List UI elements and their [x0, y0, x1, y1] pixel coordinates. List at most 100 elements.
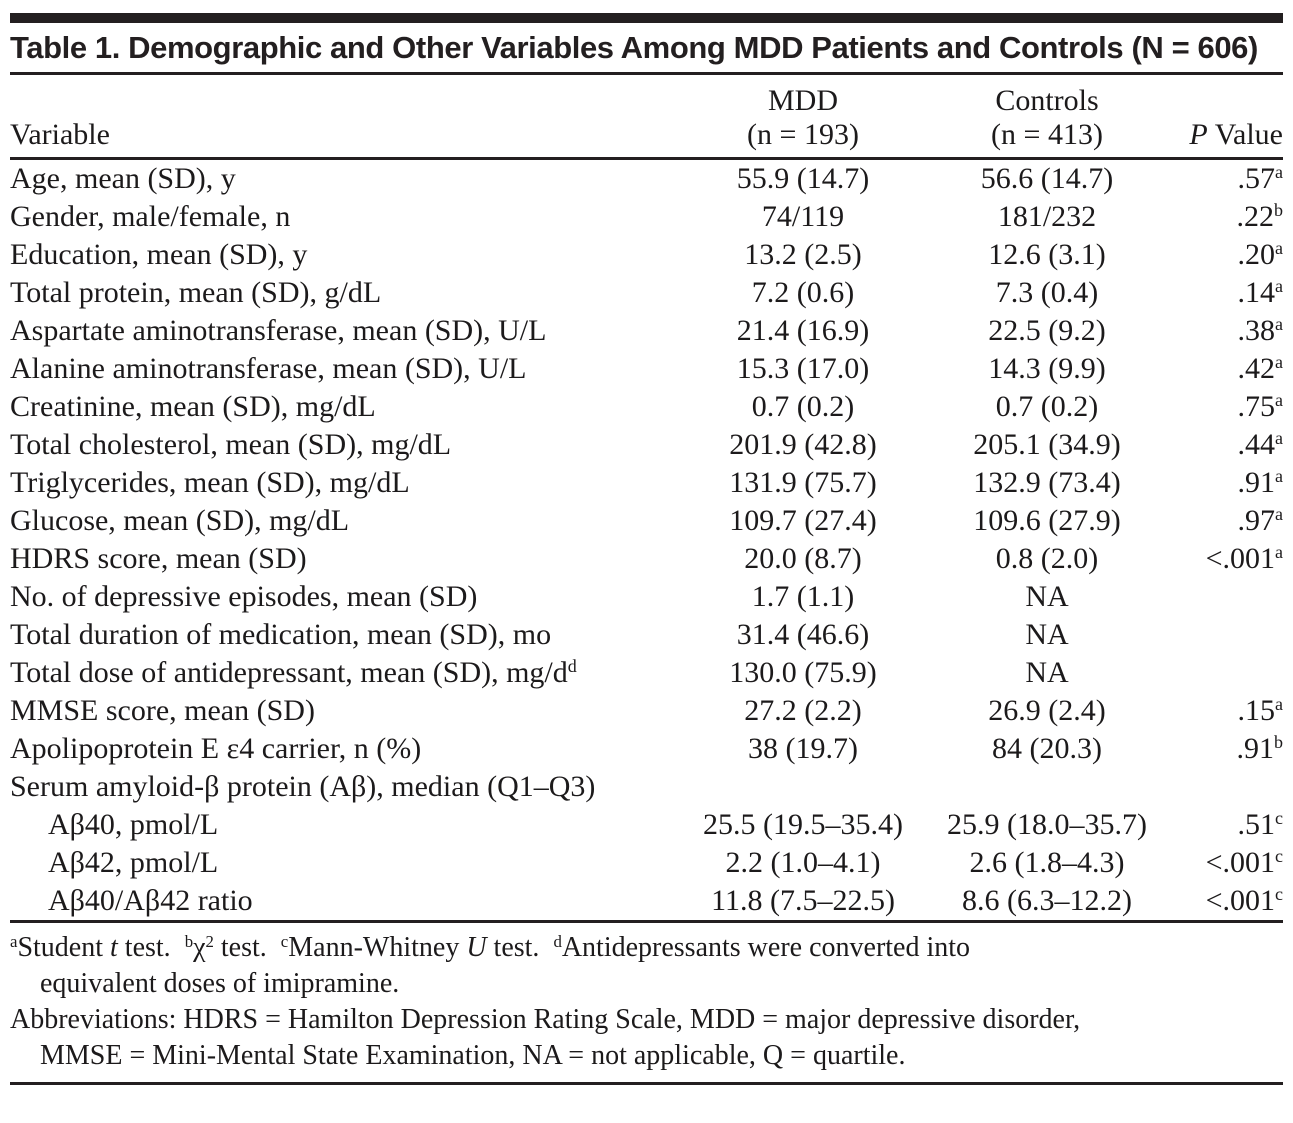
- row-p-value: .14a: [1237, 276, 1284, 309]
- table-row: Apolipoprotein E ε4 carrier, n (%) 38 (1…: [10, 730, 1283, 768]
- row-controls-value: 205.1 (34.9): [973, 428, 1121, 461]
- row-mdd-value: 20.0 (8.7): [744, 542, 862, 575]
- row-variable-label: Creatinine, mean (SD), mg/dL: [10, 390, 376, 423]
- header-row: Variable MDD (n = 193) Controls (n = 413…: [10, 75, 1283, 160]
- table-row: Creatinine, mean (SD), mg/dL 0.7 (0.2) 0…: [10, 388, 1283, 426]
- row-controls-value: 22.5 (9.2): [988, 314, 1106, 347]
- row-p-value: .91a: [1237, 466, 1284, 499]
- row-variable-label: Total duration of medication, mean (SD),…: [10, 618, 552, 651]
- row-mdd-value: 1.7 (1.1): [751, 580, 855, 613]
- row-p-value: .44a: [1237, 428, 1284, 461]
- row-p-value: .91b: [1236, 732, 1284, 765]
- row-mdd-value: 15.3 (17.0): [736, 352, 870, 385]
- row-p-value: [1156, 578, 1283, 616]
- row-controls-value: 2.6 (1.8–4.3): [969, 846, 1125, 879]
- title-divider-rule: [10, 72, 1283, 75]
- row-p-value: <.001a: [1205, 542, 1283, 575]
- table-row: Triglycerides, mean (SD), mg/dL 131.9 (7…: [10, 464, 1283, 502]
- row-variable-label: Glucose, mean (SD), mg/dL: [10, 504, 350, 537]
- row-p-value: .22b: [1236, 200, 1284, 233]
- row-variable-label: Total protein, mean (SD), g/dL: [10, 276, 382, 309]
- table-row: Aβ42, pmol/L 2.2 (1.0–4.1) 2.6 (1.8–4.3)…: [10, 844, 1283, 882]
- row-variable-label: Apolipoprotein E ε4 carrier, n (%): [10, 732, 422, 765]
- row-controls-value: 56.6 (14.7): [980, 162, 1114, 195]
- row-variable-label: Aspartate aminotransferase, mean (SD), U…: [10, 314, 547, 347]
- row-controls-value: 132.9 (73.4): [973, 466, 1121, 499]
- row-controls-value: 7.3 (0.4): [995, 276, 1099, 309]
- row-mdd-value: 55.9 (14.7): [736, 162, 870, 195]
- row-controls-value: NA: [1025, 580, 1069, 613]
- row-mdd-value: 31.4 (46.6): [736, 618, 870, 651]
- row-p-value: .15a: [1237, 694, 1284, 727]
- table-row: Age, mean (SD), y 55.9 (14.7) 56.6 (14.7…: [10, 159, 1283, 199]
- row-p-value: <.001c: [1205, 846, 1283, 879]
- row-controls-value: 25.9 (18.0–35.7): [947, 808, 1147, 841]
- row-p-value: .57a: [1237, 162, 1284, 195]
- footnotes-section: aStudent t test. bχ2 test. cMann-Whitney…: [10, 923, 1283, 1074]
- row-mdd-value: 7.2 (0.6): [751, 276, 855, 309]
- row-variable-label: No. of depressive episodes, mean (SD): [10, 580, 478, 613]
- row-p-value: .51c: [1237, 808, 1284, 841]
- p-value-header-italic-p: P: [1189, 118, 1208, 151]
- row-mdd-value: 21.4 (16.9): [736, 314, 870, 347]
- row-variable-label: Education, mean (SD), y: [10, 238, 308, 271]
- table-row: Total cholesterol, mean (SD), mg/dL 201.…: [10, 426, 1283, 464]
- controls-header-n: (n = 413): [991, 118, 1103, 151]
- row-mdd-value: 131.9 (75.7): [729, 466, 877, 499]
- row-variable-label: Aβ40/Aβ42 ratio: [48, 884, 253, 917]
- table-row: Alanine aminotransferase, mean (SD), U/L…: [10, 350, 1283, 388]
- row-mdd-value: 27.2 (2.2): [744, 694, 862, 727]
- row-p-value: .38a: [1237, 314, 1284, 347]
- row-controls-value: [938, 768, 1156, 806]
- mdd-header-label: MDD: [767, 84, 838, 117]
- table-row: Total duration of medication, mean (SD),…: [10, 616, 1283, 654]
- row-mdd-value: 130.0 (75.9): [729, 656, 877, 689]
- column-header-mdd: MDD (n = 193): [668, 75, 938, 160]
- row-variable-label: Total cholesterol, mean (SD), mg/dL: [10, 428, 452, 461]
- table-row: Aβ40, pmol/L 25.5 (19.5–35.4) 25.9 (18.0…: [10, 806, 1283, 844]
- column-header-controls: Controls (n = 413): [938, 75, 1156, 160]
- row-controls-value: 26.9 (2.4): [988, 694, 1106, 727]
- row-variable-label: Age, mean (SD), y: [10, 162, 236, 195]
- row-variable-label: Aβ40, pmol/L: [48, 808, 219, 841]
- row-variable-label: Alanine aminotransferase, mean (SD), U/L: [10, 352, 527, 385]
- row-controls-value: 84 (20.3): [992, 732, 1102, 765]
- row-controls-value: 12.6 (3.1): [988, 238, 1106, 271]
- table-row: Aβ40/Aβ42 ratio 11.8 (7.5–22.5) 8.6 (6.3…: [10, 882, 1283, 922]
- row-mdd-value: 38 (19.7): [748, 732, 858, 765]
- row-p-value: .20a: [1237, 238, 1284, 271]
- row-controls-value: NA: [1025, 618, 1069, 651]
- table-row: Education, mean (SD), y 13.2 (2.5) 12.6 …: [10, 236, 1283, 274]
- row-controls-value: 8.6 (6.3–12.2): [962, 884, 1132, 917]
- variable-header-label: Variable: [10, 118, 110, 151]
- row-p-value: [1156, 616, 1283, 654]
- row-p-value: .97a: [1237, 504, 1284, 537]
- row-mdd-value: [668, 768, 938, 806]
- row-mdd-value: 11.8 (7.5–22.5): [711, 884, 895, 917]
- footnote-abbreviations: Abbreviations: HDRS = Hamilton Depressio…: [10, 1004, 1081, 1071]
- row-controls-value: 0.7 (0.2): [995, 390, 1099, 423]
- row-controls-value: 0.8 (2.0): [995, 542, 1099, 575]
- row-mdd-value: 109.7 (27.4): [729, 504, 877, 537]
- row-variable-label: Serum amyloid-β protein (Aβ), median (Q1…: [10, 770, 596, 803]
- row-variable-label: Gender, male/female, n: [10, 200, 291, 233]
- row-mdd-value: 0.7 (0.2): [751, 390, 855, 423]
- row-p-value: [1156, 768, 1283, 806]
- row-controls-value: 14.3 (9.9): [988, 352, 1106, 385]
- row-controls-value: 109.6 (27.9): [973, 504, 1121, 537]
- column-header-p-value: P Value: [1156, 75, 1283, 160]
- table-row: Serum amyloid-β protein (Aβ), median (Q1…: [10, 768, 1283, 806]
- footnote-stat-tests: aStudent t test. bχ2 test. cMann-Whitney…: [10, 931, 971, 999]
- table-row: Gender, male/female, n 74/119 181/232 .2…: [10, 198, 1283, 236]
- table-top-rule: [10, 13, 1283, 23]
- row-mdd-value: 201.9 (42.8): [729, 428, 877, 461]
- table-bottom-rule: [10, 1082, 1283, 1085]
- row-variable-label: HDRS score, mean (SD): [10, 542, 307, 575]
- demographics-table: Variable MDD (n = 193) Controls (n = 413…: [10, 75, 1283, 923]
- row-variable-label: MMSE score, mean (SD): [10, 694, 315, 727]
- table-row: Total dose of antidepressant, mean (SD),…: [10, 654, 1283, 692]
- table-row: Aspartate aminotransferase, mean (SD), U…: [10, 312, 1283, 350]
- row-p-value: <.001c: [1205, 884, 1283, 917]
- mdd-header-n: (n = 193): [747, 118, 859, 151]
